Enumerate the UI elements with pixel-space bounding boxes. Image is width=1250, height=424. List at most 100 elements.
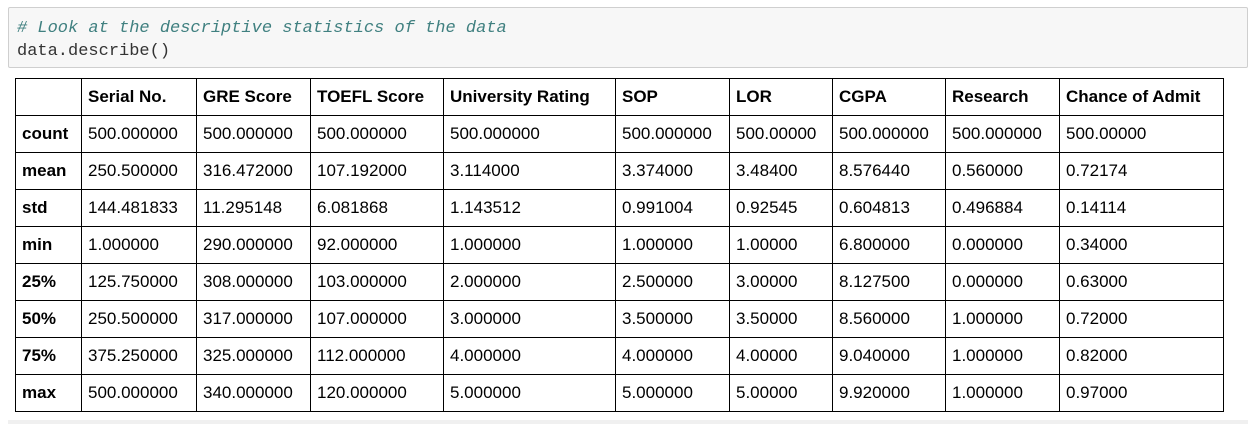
table-cell: 6.800000 (832, 226, 946, 264)
header-row: Serial No. GRE Score TOEFL Score University… (15, 78, 1224, 116)
table-cell: 0.000000 (945, 263, 1060, 301)
table-row: 75% 375.250000 325.000000 112.000000 4.00000… (15, 337, 1224, 375)
table-cell: 500.000000 (196, 115, 311, 153)
row-label: 25% (15, 263, 82, 301)
table-cell: 290.000000 (196, 226, 311, 264)
table-cell: 1.000000 (81, 226, 197, 264)
column-header: CGPA (832, 78, 946, 116)
table-cell: 500.000000 (81, 115, 197, 153)
table-cell: 0.97000 (1059, 374, 1224, 412)
table-cell: 0.000000 (945, 226, 1060, 264)
row-label: 75% (15, 337, 82, 375)
row-label: min (15, 226, 82, 264)
table-cell: 3.500000 (615, 300, 730, 338)
table-cell: 3.48400 (729, 152, 833, 190)
table-cell: 1.00000 (729, 226, 833, 264)
table-cell: 107.192000 (310, 152, 444, 190)
table-cell: 11.295148 (196, 189, 311, 227)
table-cell: 500.000000 (832, 115, 946, 153)
table-cell: 1.000000 (945, 337, 1060, 375)
table-cell: 500.000000 (615, 115, 730, 153)
table-row: mean 250.500000 316.472000 107.192000 3.1140… (15, 152, 1224, 190)
table-cell: 250.500000 (81, 300, 197, 338)
table-cell: 500.000000 (81, 374, 197, 412)
column-header: Serial No. (81, 78, 197, 116)
table-cell: 500.00000 (729, 115, 833, 153)
table-row: std 144.481833 11.295148 6.081868 1.143512 0.… (15, 189, 1224, 227)
table-cell: 1.000000 (615, 226, 730, 264)
row-label: 50% (15, 300, 82, 338)
table-cell: 250.500000 (81, 152, 197, 190)
column-header: Research (945, 78, 1060, 116)
table-cell: 120.000000 (310, 374, 444, 412)
table-cell: 0.496884 (945, 189, 1060, 227)
table-cell: 4.000000 (443, 337, 616, 375)
table-cell: 500.000000 (443, 115, 616, 153)
table-cell: 316.472000 (196, 152, 311, 190)
column-header: SOP (615, 78, 730, 116)
table-cell: 1.000000 (443, 226, 616, 264)
table-cell: 2.500000 (615, 263, 730, 301)
row-label: std (15, 189, 82, 227)
column-header: LOR (729, 78, 833, 116)
table-cell: 0.63000 (1059, 263, 1224, 301)
table-cell: 4.00000 (729, 337, 833, 375)
table-cell: 8.127500 (832, 263, 946, 301)
column-header: University Rating (443, 78, 616, 116)
table-cell: 5.00000 (729, 374, 833, 412)
code-cell[interactable]: # Look at the descriptive statistics of … (8, 7, 1248, 68)
table-cell: 500.000000 (945, 115, 1060, 153)
row-label: count (15, 115, 82, 153)
output-table: Serial No. GRE Score TOEFL Score University… (15, 78, 1224, 412)
code-line: data.describe() (17, 42, 171, 61)
table-cell: 3.000000 (443, 300, 616, 338)
table-cell: 144.481833 (81, 189, 197, 227)
table-cell: 3.374000 (615, 152, 730, 190)
table-cell: 0.560000 (945, 152, 1060, 190)
table-cell: 9.040000 (832, 337, 946, 375)
table-cell: 8.560000 (832, 300, 946, 338)
table-cell: 0.604813 (832, 189, 946, 227)
table-cell: 0.72174 (1059, 152, 1224, 190)
table-cell: 308.000000 (196, 263, 311, 301)
table-cell: 5.000000 (443, 374, 616, 412)
column-header: Chance of Admit (1059, 78, 1224, 116)
corner-cell (15, 78, 82, 116)
table-cell: 0.14114 (1059, 189, 1224, 227)
table-row: max 500.000000 340.000000 120.000000 5.00000… (15, 374, 1224, 412)
row-label: mean (15, 152, 82, 190)
table-cell: 112.000000 (310, 337, 444, 375)
table-cell: 1.143512 (443, 189, 616, 227)
scrollbar[interactable] (8, 420, 1248, 424)
table-cell: 92.000000 (310, 226, 444, 264)
table-row: count 500.000000 500.000000 500.000000 500.0… (15, 115, 1224, 153)
column-header: GRE Score (196, 78, 311, 116)
column-header: TOEFL Score (310, 78, 444, 116)
table-cell: 325.000000 (196, 337, 311, 375)
table-cell: 0.991004 (615, 189, 730, 227)
table-cell: 5.000000 (615, 374, 730, 412)
table-cell: 500.000000 (310, 115, 444, 153)
table-cell: 8.576440 (832, 152, 946, 190)
table-cell: 500.00000 (1059, 115, 1224, 153)
row-label: max (15, 374, 82, 412)
table-cell: 0.34000 (1059, 226, 1224, 264)
table-cell: 3.114000 (443, 152, 616, 190)
table-cell: 317.000000 (196, 300, 311, 338)
table-cell: 4.000000 (615, 337, 730, 375)
table-cell: 1.000000 (945, 300, 1060, 338)
table-cell: 0.92545 (729, 189, 833, 227)
table-cell: 340.000000 (196, 374, 311, 412)
table-row: 50% 250.500000 317.000000 107.000000 3.00000… (15, 300, 1224, 338)
table-cell: 125.750000 (81, 263, 197, 301)
table-cell: 375.250000 (81, 337, 197, 375)
table-cell: 3.00000 (729, 263, 833, 301)
table-row: min 1.000000 290.000000 92.000000 1.000000 1.… (15, 226, 1224, 264)
code-comment: # Look at the descriptive statistics of … (17, 19, 507, 38)
table-cell: 1.000000 (945, 374, 1060, 412)
table-row: 25% 125.750000 308.000000 103.000000 2.00000… (15, 263, 1224, 301)
table-cell: 103.000000 (310, 263, 444, 301)
table-cell: 2.000000 (443, 263, 616, 301)
table-cell: 107.000000 (310, 300, 444, 338)
